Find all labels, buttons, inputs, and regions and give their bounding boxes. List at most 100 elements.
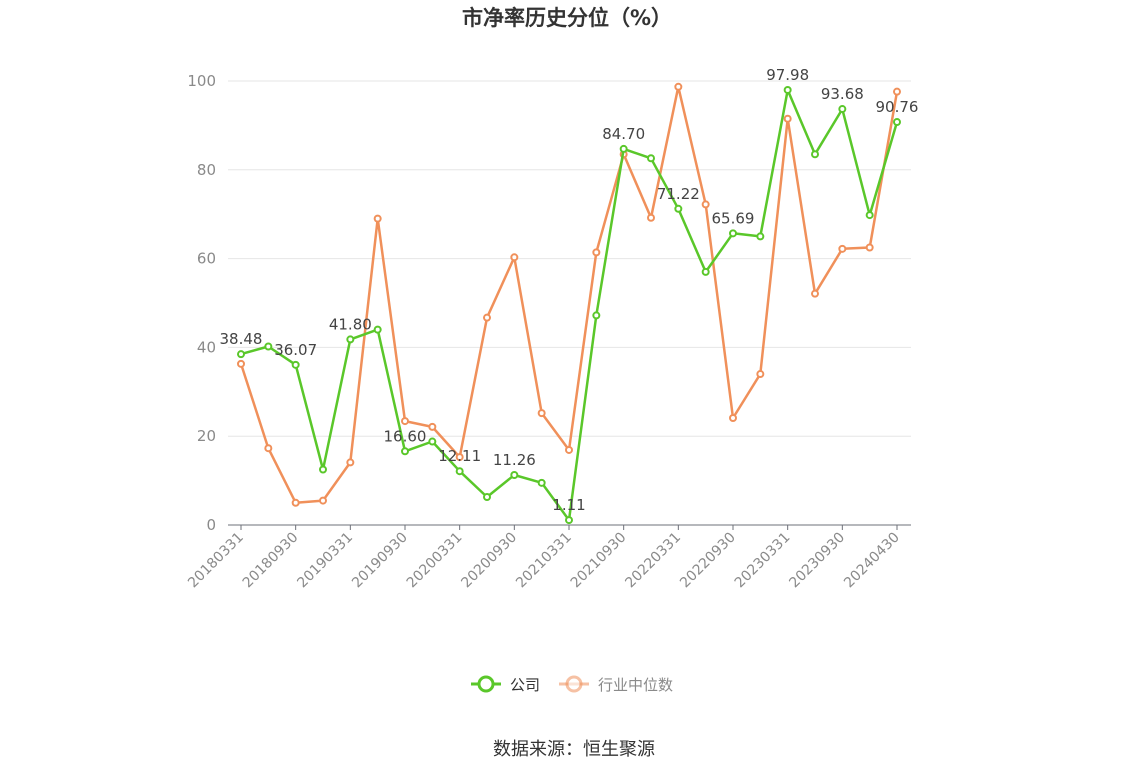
- data-label: 71.22: [657, 185, 700, 203]
- data-label: 1.11: [552, 496, 585, 514]
- data-label: 84.70: [602, 125, 645, 143]
- x-tick-label: 20230331: [732, 530, 794, 592]
- data-point: [865, 243, 874, 252]
- x-tick-label: 20180331: [185, 530, 247, 592]
- data-point: [537, 478, 546, 487]
- data-label: 90.76: [876, 98, 919, 116]
- data-label: 11.26: [493, 451, 536, 469]
- data-point: [783, 85, 792, 94]
- legend-industry-marker: [565, 675, 583, 693]
- data-point: [756, 370, 765, 379]
- data-point: [729, 413, 737, 422]
- data-point: [701, 267, 710, 276]
- data-point: [729, 229, 737, 238]
- data-point: [428, 437, 437, 446]
- data-point: [401, 447, 409, 456]
- x-tick-label: 20200930: [458, 530, 520, 592]
- y-tick-label: 60: [197, 250, 216, 268]
- data-point: [811, 150, 819, 159]
- data-point: [838, 105, 847, 114]
- data-point: [264, 444, 273, 453]
- y-tick-label: 0: [206, 516, 216, 534]
- data-point: [619, 144, 628, 153]
- series-layer: [237, 82, 901, 525]
- x-tick-label: 20190331: [294, 530, 356, 592]
- series-line: [240, 88, 899, 522]
- data-point: [428, 422, 437, 431]
- legend: 公司 行业中位数: [471, 675, 673, 694]
- data-label: 65.69: [712, 209, 755, 227]
- data-label: 38.48: [220, 330, 263, 348]
- data-point: [647, 213, 655, 222]
- data-point: [565, 445, 573, 454]
- data-point: [483, 493, 491, 502]
- y-tick-label: 40: [197, 338, 216, 356]
- data-point: [756, 232, 765, 241]
- chart-title: 市净率历史分位（%）: [462, 6, 672, 30]
- x-tick-label: 20220331: [622, 530, 684, 592]
- data-point: [401, 417, 409, 426]
- x-tick-label: 20210331: [513, 530, 575, 592]
- y-tick-label: 100: [187, 72, 216, 90]
- data-point: [811, 289, 819, 298]
- data-point: [319, 496, 327, 505]
- series-line: [239, 85, 899, 505]
- series-industry-median: [237, 82, 901, 507]
- data-point: [537, 409, 546, 418]
- x-tick-label: 20200331: [404, 530, 466, 592]
- data-point: [510, 253, 519, 262]
- series-company: [237, 85, 901, 525]
- data-point: [237, 359, 245, 368]
- data-label: 41.80: [329, 315, 372, 333]
- data-point: [592, 311, 601, 320]
- data-point: [291, 498, 300, 507]
- x-tick-label: 20240430: [841, 530, 903, 592]
- x-axis: 2018033120180930201903312019093020200331…: [185, 524, 911, 592]
- x-tick-label: 20190930: [349, 530, 411, 592]
- x-tick-label: 20220930: [677, 530, 739, 592]
- y-axis: 0 20 40 60 80 100: [187, 72, 216, 534]
- data-point: [674, 82, 683, 91]
- data-label: 16.60: [384, 427, 427, 445]
- data-point: [865, 211, 874, 220]
- data-point: [510, 471, 519, 480]
- data-label: 36.07: [274, 341, 317, 359]
- legend-company-marker: [477, 675, 495, 693]
- data-point: [346, 458, 355, 467]
- data-point: [264, 342, 273, 351]
- data-point: [783, 114, 792, 123]
- data-label: 12.11: [438, 447, 481, 465]
- legend-company-label: 公司: [510, 676, 540, 694]
- legend-item-company[interactable]: 公司: [471, 675, 540, 694]
- data-point: [565, 516, 573, 525]
- data-point: [647, 154, 655, 163]
- data-point: [291, 360, 300, 369]
- x-tick-label: 20230930: [786, 530, 848, 592]
- source-note: 数据来源：恒生聚源: [493, 739, 655, 760]
- data-point: [455, 467, 464, 476]
- legend-item-industry-median[interactable]: 行业中位数: [559, 675, 673, 694]
- data-point: [592, 248, 601, 257]
- y-tick-label: 20: [197, 427, 216, 445]
- data-point: [893, 87, 901, 96]
- data-labels: 38.48 36.07 41.80 16.60 12.11 11.26 1.11 84.70 7…: [220, 66, 919, 514]
- x-tick-label: 20210930: [568, 530, 630, 592]
- legend-industry-label: 行业中位数: [598, 676, 673, 694]
- x-tick-label: 20180930: [240, 530, 302, 592]
- data-point: [893, 118, 901, 127]
- data-point: [701, 200, 710, 209]
- y-tick-label: 80: [197, 161, 216, 179]
- data-point: [455, 453, 464, 462]
- data-point: [838, 244, 847, 253]
- data-point: [237, 350, 245, 359]
- data-label: 97.98: [766, 66, 809, 84]
- data-label: 93.68: [821, 85, 864, 103]
- grid-lines: [228, 80, 911, 437]
- data-point: [346, 335, 355, 344]
- data-point: [674, 204, 683, 213]
- data-point: [319, 465, 327, 474]
- data-point: [373, 214, 382, 223]
- data-point: [483, 313, 491, 322]
